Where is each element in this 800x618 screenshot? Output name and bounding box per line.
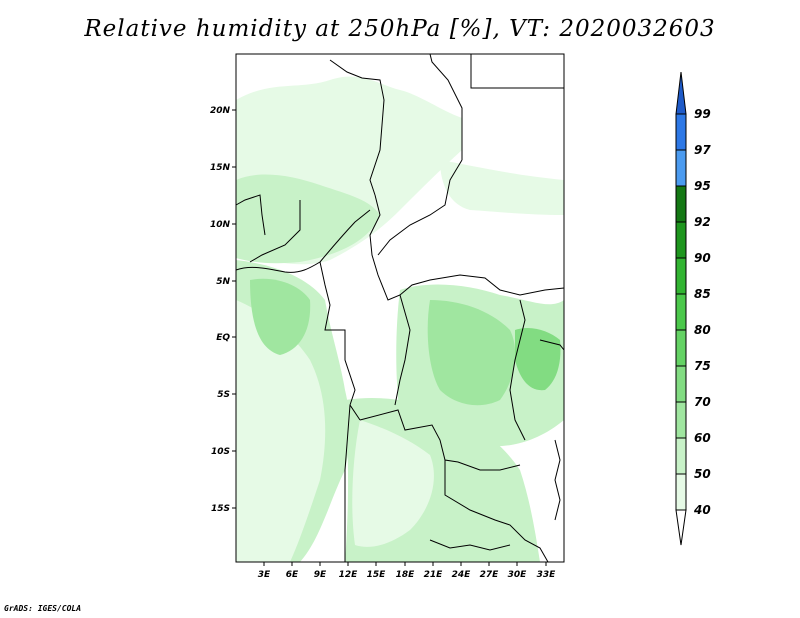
lat-label: EQ	[216, 333, 230, 343]
colorbar-segment	[675, 329, 687, 367]
colorbar-label: 92	[694, 215, 711, 229]
colorbar-label: 80	[694, 323, 711, 337]
colorbar-segment	[675, 113, 687, 151]
grads-credit: GrADS: IGES/COLA	[4, 604, 82, 613]
lon-label: 6E	[286, 570, 299, 580]
lon-label: 15E	[367, 570, 387, 580]
colorbar-label: 50	[694, 467, 711, 481]
lat-label: 5N	[216, 277, 230, 287]
colorbar-label: 70	[694, 395, 711, 409]
longitude-axis: 3E 6E 9E 12E 15E 18E 21E 24E 27E 30E 33E	[258, 562, 556, 580]
colorbar-segment	[675, 293, 687, 331]
map-frame	[235, 53, 565, 563]
colorbar: 40 50 60 70 75 80 85 90 92 95 97 99	[675, 71, 711, 546]
colorbar-label: 95	[694, 179, 711, 193]
colorbar-label: 85	[694, 287, 711, 301]
colorbar-segment	[675, 437, 687, 475]
colorbar-segment	[675, 401, 687, 439]
country-borders	[235, 53, 565, 563]
lat-label: 15S	[211, 504, 230, 514]
lon-label: 18E	[396, 570, 416, 580]
colorbar-segment	[675, 221, 687, 259]
lat-label: 15N	[210, 163, 231, 173]
lon-label: 21E	[424, 570, 444, 580]
lat-label: 10S	[211, 447, 230, 457]
colorbar-label: 99	[694, 107, 711, 121]
lat-label: 5S	[217, 390, 230, 400]
colorbar-label: 90	[694, 251, 711, 265]
humidity-field	[236, 76, 564, 562]
map-panel	[235, 53, 565, 563]
colorbar-label: 40	[693, 503, 711, 517]
lon-label: 12E	[339, 570, 359, 580]
colorbar-segment	[675, 473, 687, 511]
colorbar-top-arrow	[675, 71, 687, 115]
colorbar-label: 75	[694, 359, 711, 373]
lat-label: 20N	[210, 106, 231, 116]
colorbar-label: 97	[694, 143, 711, 157]
colorbar-segment	[675, 149, 687, 187]
colorbar-segment	[675, 257, 687, 295]
lon-label: 27E	[480, 570, 500, 580]
lat-label: 10N	[210, 220, 231, 230]
colorbar-label: 60	[694, 431, 711, 445]
lon-label: 24E	[452, 570, 472, 580]
lon-label: 30E	[508, 570, 528, 580]
chart-title: Relative humidity at 250hPa [%], VT: 202…	[84, 16, 716, 42]
lon-label: 3E	[258, 570, 271, 580]
colorbar-bottom-arrow	[675, 509, 687, 546]
lon-label: 9E	[314, 570, 327, 580]
colorbar-segment	[675, 185, 687, 223]
lon-label: 33E	[537, 570, 557, 580]
colorbar-segment	[675, 365, 687, 403]
latitude-axis: 20N 15N 10N 5N EQ 5S 10S 15S	[210, 106, 236, 514]
